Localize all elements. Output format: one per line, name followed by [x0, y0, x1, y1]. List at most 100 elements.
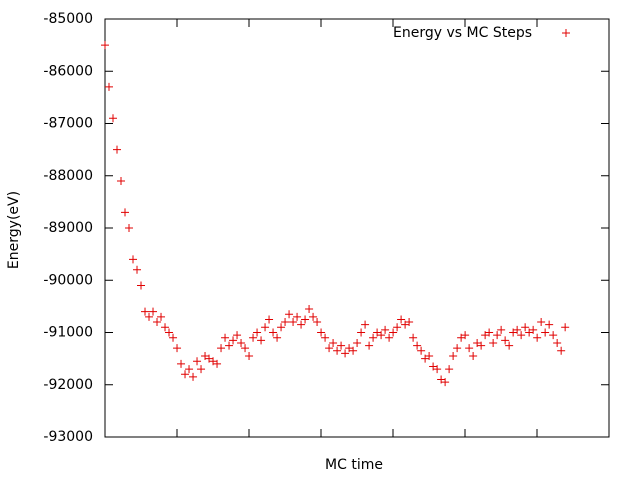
data-point	[477, 341, 486, 350]
data-point	[321, 333, 330, 342]
data-point	[481, 331, 490, 340]
data-point	[197, 365, 206, 374]
data-point	[381, 325, 390, 334]
data-point	[185, 365, 194, 374]
data-point	[281, 318, 290, 327]
data-point	[473, 338, 482, 347]
data-point	[485, 328, 494, 337]
data-point	[117, 176, 126, 185]
data-point	[525, 328, 534, 337]
data-point	[537, 318, 546, 327]
legend-marker	[562, 29, 570, 37]
data-point	[441, 378, 450, 387]
data-point	[461, 331, 470, 340]
data-point	[173, 344, 182, 353]
data-point	[181, 370, 190, 379]
y-tick-label: -85000	[43, 11, 93, 27]
data-point	[549, 331, 558, 340]
y-tick-label: -88000	[43, 168, 93, 184]
data-point	[101, 41, 109, 50]
data-point	[157, 312, 166, 321]
data-point	[357, 328, 366, 337]
y-tick-label: -89000	[43, 220, 93, 236]
y-tick-label: -87000	[43, 116, 93, 132]
data-point	[513, 325, 522, 334]
data-point	[149, 307, 158, 316]
data-point	[561, 323, 570, 332]
data-point	[273, 333, 282, 342]
data-point	[225, 341, 234, 350]
data-point	[229, 336, 238, 345]
data-point	[233, 331, 242, 340]
data-point	[417, 346, 426, 355]
data-point	[337, 341, 346, 350]
data-point	[145, 312, 154, 321]
data-point	[261, 323, 270, 332]
data-point	[509, 328, 518, 337]
data-point	[217, 344, 226, 353]
x-axis-label: MC time	[325, 457, 383, 473]
data-point	[265, 315, 274, 324]
data-point	[309, 312, 318, 321]
data-point	[449, 352, 458, 361]
data-point	[405, 318, 414, 327]
data-point	[297, 320, 306, 329]
data-point	[253, 328, 262, 337]
data-point	[373, 328, 382, 337]
data-point	[289, 318, 298, 327]
data-point	[129, 255, 138, 264]
data-point	[493, 331, 502, 340]
data-point	[189, 372, 198, 381]
y-tick-label: -90000	[43, 272, 93, 288]
data-point	[401, 320, 410, 329]
data-point	[497, 325, 506, 334]
data-point	[557, 346, 566, 355]
data-point	[237, 338, 246, 347]
data-point	[141, 307, 150, 316]
data-point	[213, 359, 222, 368]
data-point	[457, 333, 466, 342]
data-point	[489, 338, 498, 347]
data-point	[153, 318, 162, 327]
data-point	[221, 333, 230, 342]
data-point	[169, 333, 178, 342]
data-point	[445, 365, 454, 374]
y-tick-label: -86000	[43, 63, 93, 79]
data-point	[301, 315, 310, 324]
data-point	[369, 333, 378, 342]
y-tick-label: -92000	[43, 377, 93, 393]
data-point	[377, 331, 386, 340]
data-point	[133, 265, 142, 274]
data-point	[413, 341, 422, 350]
data-point	[361, 320, 370, 329]
data-point	[285, 310, 294, 319]
data-point	[177, 359, 186, 368]
data-point	[469, 352, 478, 361]
data-point	[293, 312, 302, 321]
data-point	[349, 346, 358, 355]
data-point	[553, 338, 562, 347]
data-point	[529, 325, 538, 334]
data-point	[533, 333, 542, 342]
data-point	[389, 328, 398, 337]
y-tick-label: -93000	[43, 429, 93, 445]
data-point	[257, 336, 266, 345]
data-point	[249, 333, 258, 342]
y-tick-label: -91000	[43, 325, 93, 341]
data-point	[201, 352, 210, 361]
data-point	[205, 354, 214, 363]
data-point	[193, 357, 202, 366]
data-point	[121, 208, 130, 217]
data-point	[393, 323, 402, 332]
y-axis-label: Energy(eV)	[6, 191, 22, 269]
data-point	[277, 323, 286, 332]
data-point	[165, 328, 174, 337]
data-point	[433, 365, 442, 374]
plot-border	[104, 18, 610, 438]
data-point	[161, 323, 170, 332]
data-point	[113, 145, 122, 154]
data-point	[385, 333, 394, 342]
